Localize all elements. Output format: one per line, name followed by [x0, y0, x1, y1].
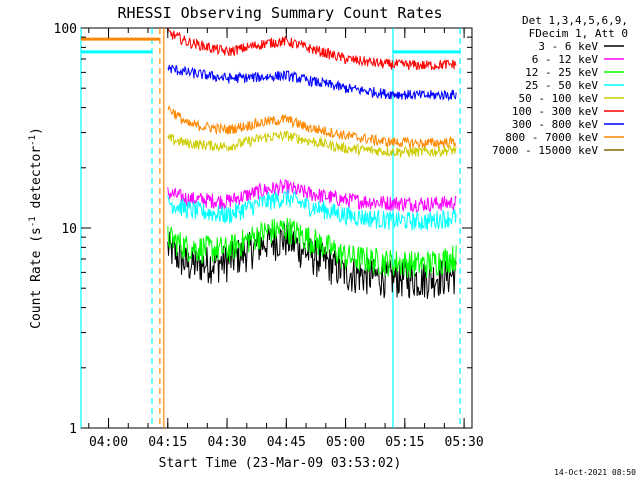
series-line-300-800-keV: [167, 64, 457, 102]
axis-ticks: 1 10 100 04:00 04:15 04:30 04:45 05:00 05:15 05:3…: [54, 22, 484, 450]
y-axis-label-sup2: -1: [28, 135, 38, 146]
y-tick-label: 100: [54, 22, 77, 37]
legend-entry-label: 3 - 6 keV: [538, 40, 598, 53]
y-tick-label: 10: [61, 222, 77, 237]
legend-entry-label: 6 - 12 keV: [532, 53, 599, 66]
legend-entry-label: 25 - 50 keV: [525, 79, 598, 92]
y-axis-label-sup: -1: [28, 216, 38, 227]
x-tick-label: 04:00: [89, 435, 128, 450]
y-axis-label-tail: detector: [29, 146, 44, 217]
y-axis-label-end: ): [29, 127, 44, 135]
series-line-800-7000-keV: [167, 105, 457, 149]
footer-timestamp: 14-Oct-2021 08:50: [554, 468, 636, 477]
x-tick-label: 05:30: [445, 435, 484, 450]
x-axis-label: Start Time (23-Mar-09 03:53:02): [159, 456, 402, 471]
legend-header: Det 1,3,4,5,6,9,: [522, 14, 628, 27]
series-line-100-300-keV: [167, 27, 457, 71]
x-tick-label: 04:45: [267, 435, 306, 450]
x-tick-label: 05:00: [326, 435, 365, 450]
legend-entry-label: 800 - 7000 keV: [505, 131, 598, 144]
series-line-6-12-keV: [167, 178, 457, 213]
legend-entry-label: 12 - 25 keV: [525, 66, 598, 79]
x-tick-label: 05:15: [385, 435, 424, 450]
y-axis-label: Count Rate (s-1 detector-1): [28, 127, 44, 329]
legend-entry-label: 300 - 800 keV: [512, 118, 598, 131]
legend-entry-label: 50 - 100 keV: [519, 92, 599, 105]
legend-entry-label: 7000 - 15000 keV: [492, 144, 598, 157]
y-tick-label: 1: [69, 422, 77, 437]
series-line-12-25-keV: [167, 217, 457, 279]
legend-header: FDecim 1, Att 0: [529, 27, 628, 40]
series-line-25-50-keV: [167, 189, 457, 231]
legend: Det 1,3,4,5,6,9,FDecim 1, Att 03 - 6 keV…: [492, 14, 628, 157]
legend-entry-label: 100 - 300 keV: [512, 105, 598, 118]
y-axis-label-main: Count Rate (s: [29, 227, 44, 329]
series-lines: [81, 27, 461, 299]
x-tick-label: 04:30: [207, 435, 246, 450]
series-line-50-100-keV: [167, 130, 457, 159]
chart-title: RHESSI Observing Summary Count Rates: [117, 4, 442, 22]
x-tick-label: 04:15: [148, 435, 187, 450]
